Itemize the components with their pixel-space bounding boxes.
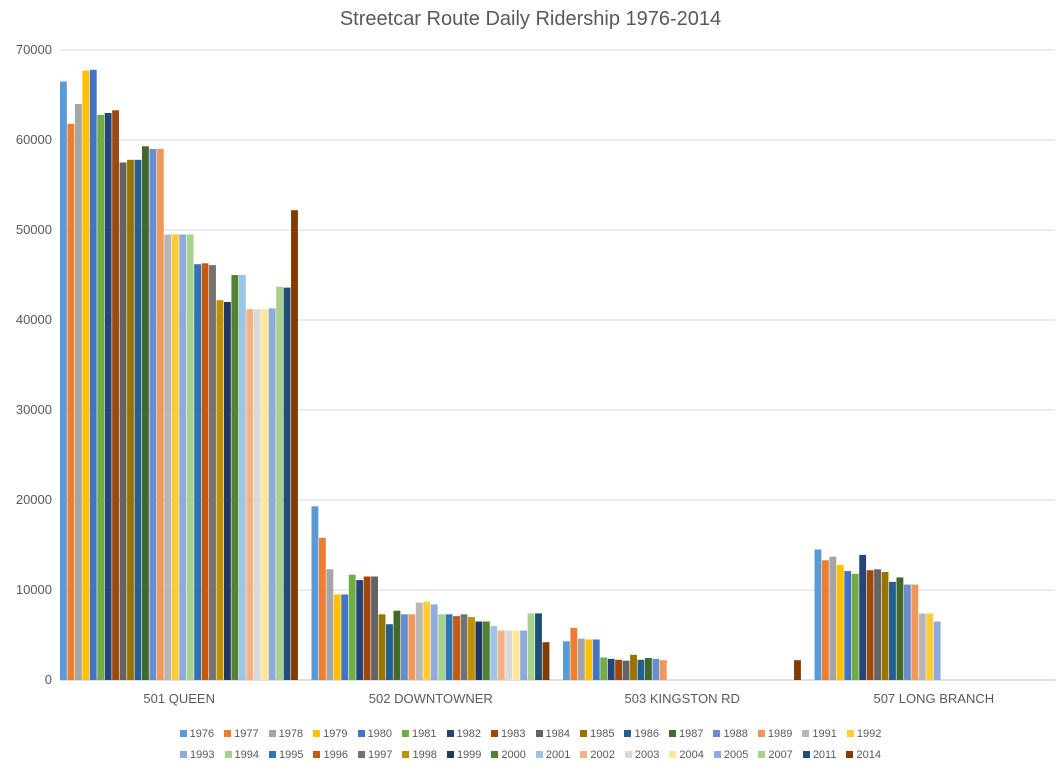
svg-text:20000: 20000 (16, 492, 52, 507)
svg-text:10000: 10000 (16, 582, 52, 597)
svg-text:50000: 50000 (16, 222, 52, 237)
svg-text:502 DOWNTOWNER: 502 DOWNTOWNER (369, 691, 493, 706)
svg-text:501 QUEEN: 501 QUEEN (143, 691, 215, 706)
svg-text:0: 0 (45, 672, 52, 687)
svg-text:40000: 40000 (16, 312, 52, 327)
svg-text:60000: 60000 (16, 132, 52, 147)
svg-text:507 LONG BRANCH: 507 LONG BRANCH (873, 691, 994, 706)
svg-text:503 KINGSTON RD: 503 KINGSTON RD (625, 691, 740, 706)
svg-text:70000: 70000 (16, 42, 52, 57)
svg-text:30000: 30000 (16, 402, 52, 417)
